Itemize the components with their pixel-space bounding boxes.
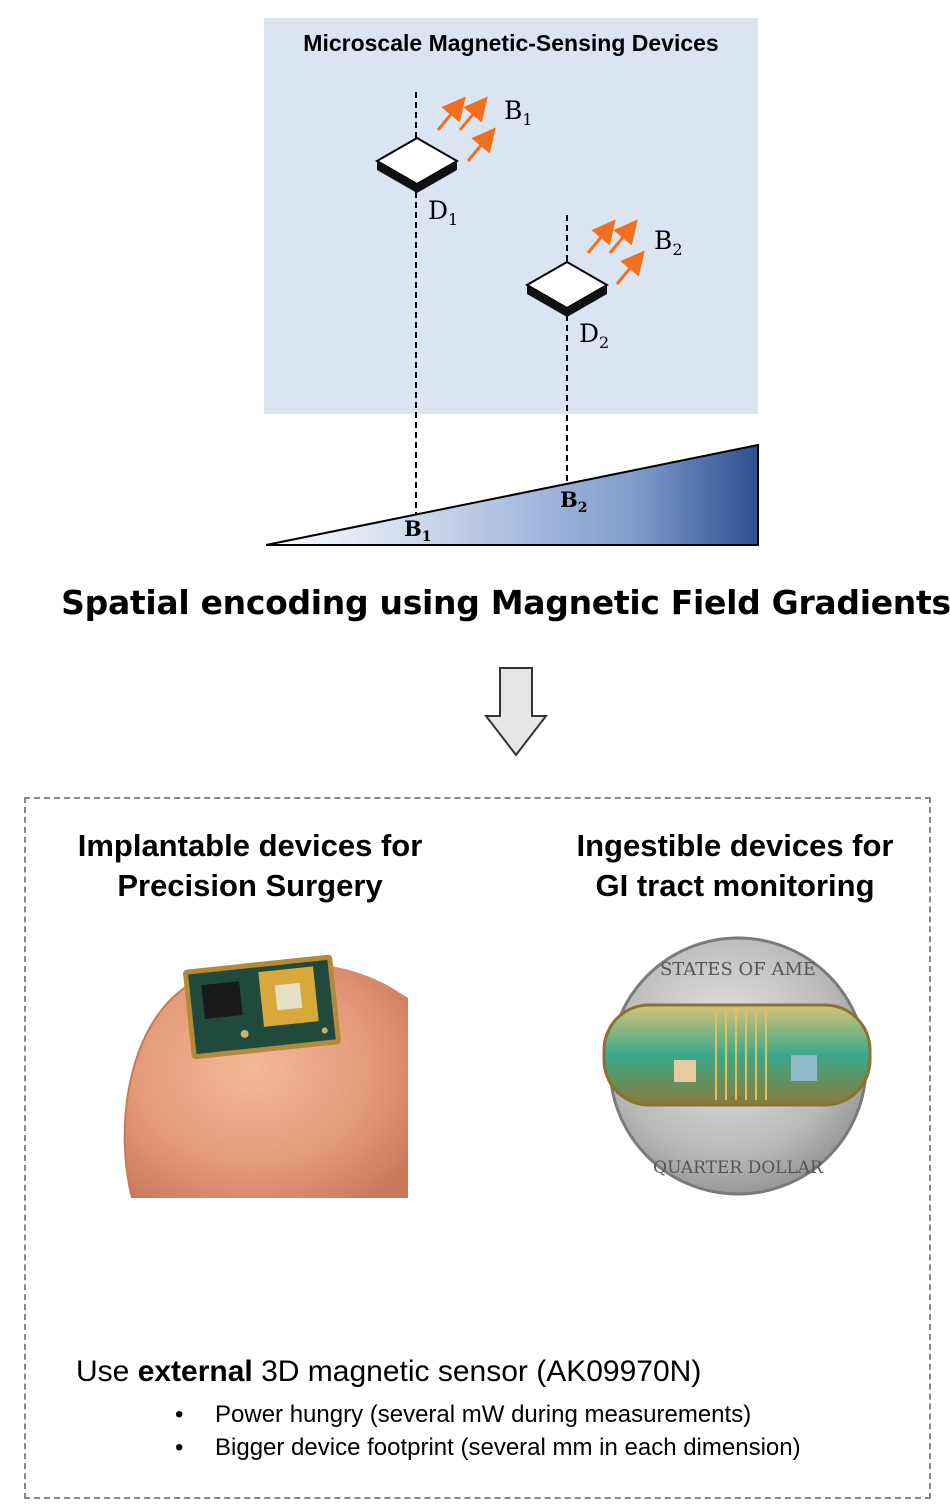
implantable-device-photo [92,928,408,1198]
sensor-bullet-2: • Bigger device footprint (several mm in … [175,1434,801,1461]
coin-text-bottom: QUARTER DOLLAR [653,1158,824,1178]
panel-title: Microscale Magnetic-Sensing Devices [303,30,719,56]
gradient-marker-b1: B1 [404,516,432,546]
ingestible-title-line2: GI tract monitoring [595,868,875,903]
gradient-marker-b2: B2 [560,487,588,517]
implantable-title-line1: Implantable devices for [77,828,423,863]
field-label-b1: B1 [504,96,533,129]
implantable-title-line2: Precision Surgery [117,868,383,903]
coin-text-top: STATES OF AME [660,959,816,980]
sensor-bullet-1: • Power hungry (several mW during measure… [175,1401,752,1428]
field-label-b2: B2 [654,226,683,259]
diagram-caption: Spatial encoding using Magnetic Field Gr… [61,583,950,622]
sensor-description: Use external 3D magnetic sensor (AK09970… [76,1355,702,1388]
diagram-canvas [264,18,759,757]
field-arrows-d2 [586,219,645,285]
ingestible-title-line1: Ingestible devices for [576,828,894,863]
sensor-emphasis: external [137,1355,253,1388]
panel-background [264,18,758,414]
device-d2-chip [524,260,610,317]
flow-down-arrow [483,667,549,757]
implantable-title: Implantable devices for Precision Surger… [50,826,450,906]
device-label-d1: D1 [428,196,459,229]
device-d1-chip [374,136,460,193]
ingestible-title: Ingestible devices for GI tract monitori… [550,826,920,906]
field-arrows-d1 [436,96,496,162]
field-gradient-wedge [265,443,759,546]
ingestible-device-photo: STATES OF AME QUARTER DOLLAR [596,935,876,1197]
device-label-d2: D2 [579,319,610,352]
applications-box [24,797,931,1499]
